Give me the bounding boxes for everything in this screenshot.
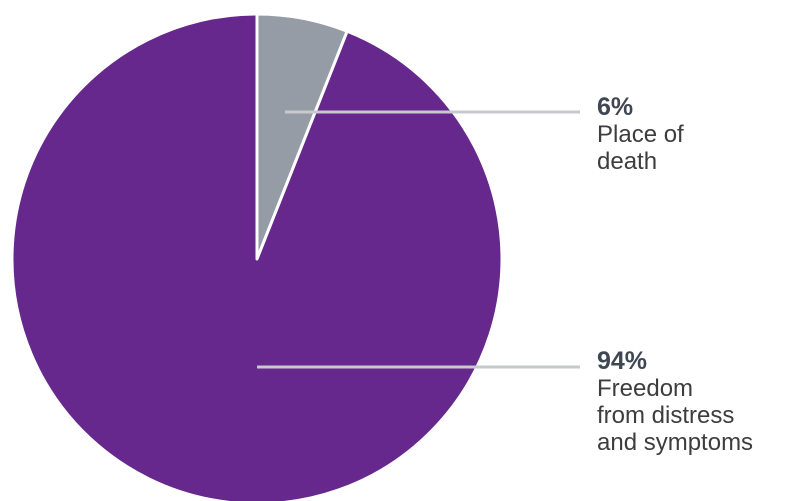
slice-percent-label: 94% bbox=[597, 347, 648, 375]
slice-label-place-of-death: 6% Place of death bbox=[597, 93, 684, 175]
slice-description-label: Freedom from distress and symptoms bbox=[597, 375, 754, 456]
leader-lines bbox=[257, 110, 580, 369]
slice-description-label: Place of death bbox=[597, 121, 684, 175]
slice-label-freedom-from-distress: 94% Freedom from distress and symptoms bbox=[597, 347, 753, 456]
pie-slice bbox=[10, 12, 504, 501]
slice-percent-label: 6% bbox=[597, 93, 634, 121]
pie-slices bbox=[10, 12, 504, 501]
